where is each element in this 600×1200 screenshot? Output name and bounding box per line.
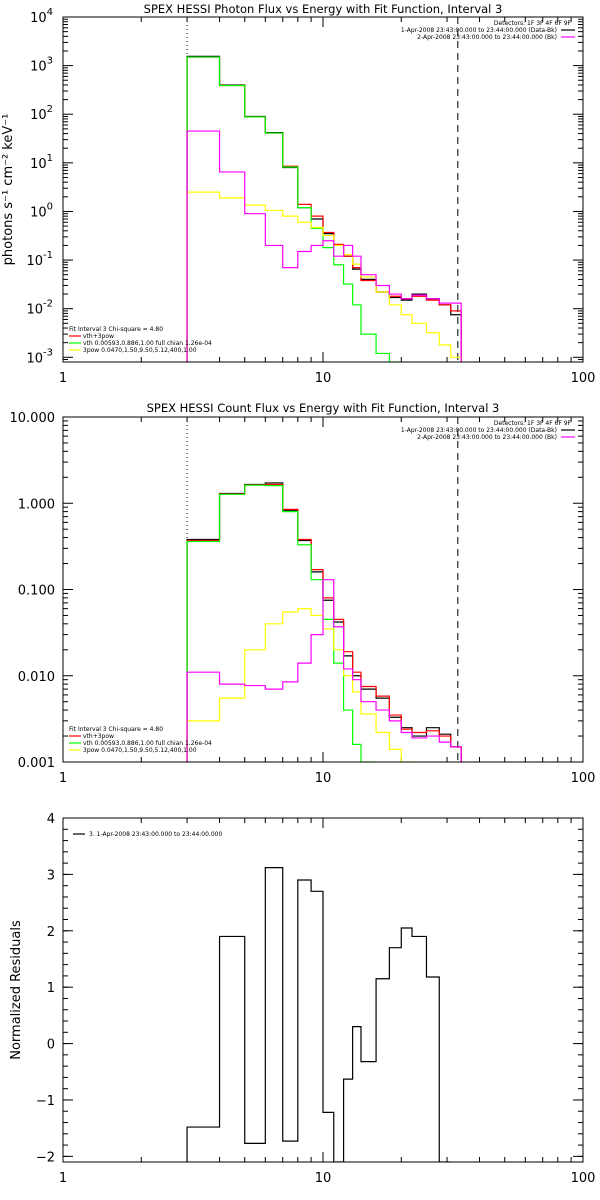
plot-frame <box>62 16 584 363</box>
y-tick-label: 0.001 <box>18 756 55 771</box>
info-legend-text: 2-Apr-2008 23:43:00.000 to 23:44:00.000 … <box>417 34 557 41</box>
y-tick-label: 10-2 <box>26 299 53 318</box>
y-tick-label: 2 <box>47 925 55 940</box>
residual-legend-text: 3. 1-Apr-2008 23:43:00.000 to 23:44:00.0… <box>89 831 222 838</box>
y-tick-label: 101 <box>30 153 53 172</box>
y-tick-label: 104 <box>30 7 53 26</box>
y-tick-label: 100 <box>30 201 53 220</box>
y-tick-label: 3 <box>47 868 55 883</box>
x-tick-label: 10 <box>315 371 332 386</box>
info-legend-text: Detectors: 1F 3F 4F 6F 9F <box>494 20 572 27</box>
y-tick-label: 10.000 <box>10 411 56 426</box>
x-tick-label: 100 <box>571 371 596 386</box>
info-legend-text: 1-Apr-2008 23:43:00.000 to 23:44:00.000 … <box>401 427 557 434</box>
x-tick-label: 10 <box>315 1171 332 1186</box>
series-line <box>186 191 462 362</box>
x-tick-label: 100 <box>571 771 596 786</box>
y-tick-label: 0.010 <box>18 670 55 685</box>
fit-legend-text: 3pow 0.0470,1.50,9.50,5.12,400,1.00 <box>83 747 197 754</box>
y-tick-label: −2 <box>36 1150 55 1165</box>
plot-frame <box>62 817 584 1163</box>
photon-flux-chart: SPEX HESSI Photon Flux vs Energy with Fi… <box>1 2 595 386</box>
fit-legend-text: vth+3pow <box>83 733 114 740</box>
y-tick-label: 1 <box>47 981 55 996</box>
series-group <box>186 55 462 362</box>
series-line <box>186 55 462 362</box>
series-group <box>186 867 451 1162</box>
fit-legend-text: vth 0.00593,0.886,1.00 full chian 1.26e-… <box>83 340 212 347</box>
y-axis-label: photons s⁻¹ cm⁻² keV⁻¹ <box>1 114 16 266</box>
x-tick-label: 1 <box>59 771 67 786</box>
count-flux-chart: SPEX HESSI Count Flux vs Energy with Fit… <box>10 401 596 786</box>
series-line <box>186 482 462 762</box>
fit-legend-text: vth+3pow <box>83 333 114 340</box>
y-axis-label: Normalized Residuals <box>9 920 24 1060</box>
info-legend-text: Detectors: 1F 3F 4F 6F 9F <box>494 420 572 427</box>
series-line <box>186 56 402 362</box>
x-tick-label: 10 <box>315 771 332 786</box>
series-line <box>186 56 462 362</box>
series-line <box>186 484 377 762</box>
y-tick-label: −1 <box>36 1094 55 1109</box>
fit-legend-text: Fit Interval 3 Chi-square = 4.80 <box>69 326 163 333</box>
series-line <box>186 130 462 362</box>
plot-frame <box>62 416 584 763</box>
y-tick-label: 10-3 <box>26 347 53 366</box>
x-tick-label: 1 <box>59 371 67 386</box>
x-tick-label: 1 <box>59 1171 67 1186</box>
y-tick-label: 0.100 <box>18 584 55 599</box>
y-tick-label: 10-1 <box>26 250 53 269</box>
info-legend-text: 2-Apr-2008 23:43:00.000 to 23:44:00.000 … <box>417 434 557 441</box>
chart-title: SPEX HESSI Photon Flux vs Energy with Fi… <box>144 2 503 16</box>
y-tick-label: 1.000 <box>18 497 55 512</box>
residuals-chart: Normalized Residuals 1 10 100 −2 −1 0 1 2 3 4 3. 1-… <box>9 812 595 1186</box>
fit-legend-text: 3pow 0.0470,1.50,9.50,5.12,400,1.00 <box>83 347 197 354</box>
fit-legend-text: vth 0.00593,0.886,1.00 full chian 1.26e-… <box>83 740 212 747</box>
y-tick-label: 0 <box>47 1038 55 1053</box>
info-legend-text: 1-Apr-2008 23:43:00.000 to 23:44:00.000 … <box>401 27 557 34</box>
series-line <box>186 579 462 762</box>
series-line <box>186 608 413 762</box>
series-group <box>186 482 462 762</box>
fit-legend-text: Fit Interval 3 Chi-square = 4.80 <box>69 726 163 733</box>
y-tick-label: 103 <box>30 56 53 75</box>
series-line <box>186 867 451 1162</box>
series-line <box>186 483 462 762</box>
chart-title: SPEX HESSI Count Flux vs Energy with Fit… <box>147 401 500 415</box>
y-tick-label: 102 <box>30 104 53 123</box>
y-tick-label: 4 <box>47 812 55 827</box>
x-tick-label: 100 <box>571 1171 596 1186</box>
